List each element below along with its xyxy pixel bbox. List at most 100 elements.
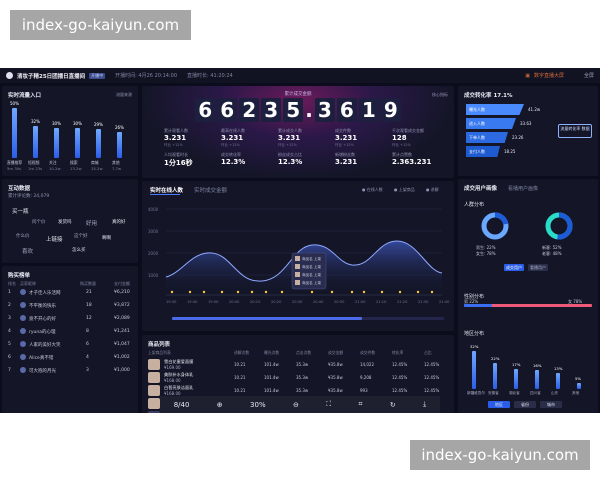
buyer-name: ryuna的心理 — [29, 330, 56, 335]
flow-bar-pct: 29% — [94, 122, 103, 127]
tab-viewer-portrait[interactable]: 看播用户画像 — [508, 186, 539, 192]
flow-more-link[interactable]: 流量来源 — [116, 92, 132, 97]
product-name[interactable]: 雪白花蜜爱面膜 — [164, 359, 194, 364]
product-header-cell: 曝光次数 — [264, 350, 280, 355]
funnel-step — [466, 146, 500, 157]
comment-word: 什么价 — [16, 234, 30, 239]
interact-panel: 互动数据 累计评论数: 24,079 买一瓶 问个价 发货吗 好用 真的好 什么价 上链接 这… — [2, 179, 138, 263]
kpi-value: 12.3% — [221, 158, 246, 166]
tooltip-thumb — [295, 280, 300, 285]
funnel-step — [466, 104, 524, 115]
funnel-step — [466, 118, 516, 129]
buy-amount: ¥2,089 — [114, 316, 130, 321]
online-panel: 实时在线人数 实时成交金额 ● 在线人数 ● 上架商品 ● 讲解 4000 300… — [142, 181, 454, 331]
kpi-label: 粉丝成交占比 — [278, 152, 302, 157]
product-cell: 993 — [360, 388, 368, 393]
region-button[interactable]: 省份 — [514, 401, 536, 408]
region-bar — [472, 350, 476, 389]
product-header-cell: 点击次数 — [296, 350, 312, 355]
live-badge: 开播中 — [89, 72, 106, 79]
kpi-label: 人均观看时长 — [164, 152, 188, 157]
right-label[interactable]: 数字直播大屏 — [533, 73, 564, 79]
comment-word: 真的好 — [112, 220, 126, 225]
rotate-icon[interactable]: ↻ — [389, 400, 396, 409]
zoom-out-icon[interactable]: ⊖ — [292, 400, 299, 409]
rank-number: 1 — [8, 290, 11, 295]
sex-bar-track — [464, 304, 592, 307]
product-cell: ¥35.8w — [328, 362, 343, 367]
product-marker — [310, 290, 314, 294]
rank-number: 2 — [8, 303, 11, 308]
fullscreen-button[interactable]: 全屏 — [583, 73, 594, 79]
donut1-label-b: 女生: 78% — [476, 251, 496, 256]
btn-viewers[interactable]: 看播用户 — [528, 264, 548, 271]
logo-icon — [6, 72, 13, 79]
gmv-digit: 3 — [314, 98, 335, 122]
product-thumb — [148, 385, 160, 396]
comment-word: 好用 — [86, 221, 98, 227]
kpi-value: 12.3% — [278, 158, 303, 166]
flow-bar-label: 短视频 — [28, 160, 40, 165]
region-bar — [514, 368, 518, 389]
flow-bar-label: 其他 — [112, 160, 120, 165]
gmv-digit: 6 — [336, 98, 357, 122]
funnel-value: 18.25 — [504, 149, 516, 154]
kpi-label: 累计观看人数 — [164, 128, 188, 133]
fit-icon[interactable]: ⛶ — [326, 400, 332, 408]
top-bar: 清妆子精25日团播日直播间 开播中 开播时间: 4月26 20:14:00 直播… — [0, 68, 600, 83]
donut2-label-a: 新客: 52% — [542, 245, 562, 250]
btn-buyers[interactable]: 成交用户 — [504, 264, 524, 271]
region-title: 地区分布 — [464, 331, 485, 337]
kpi-sub: 环比 +12% — [335, 143, 354, 147]
x-tick-label: 20:20 — [271, 300, 282, 304]
product-cell: 12.45% — [392, 388, 408, 393]
legend-explain: ● 讲解 — [426, 187, 439, 192]
download-icon[interactable]: ⤓ — [423, 400, 427, 408]
product-name[interactable]: 白皙亮肤洁面乳 — [164, 385, 194, 390]
region-button[interactable]: 城市 — [540, 401, 562, 408]
zoom-in-icon[interactable]: ⊕ — [216, 400, 223, 409]
product-cell: 12.45% — [392, 375, 408, 380]
crop-icon[interactable]: ⌗ — [358, 400, 363, 408]
product-marker — [330, 290, 334, 294]
product-header-cell: 转化率 — [392, 350, 404, 355]
conversion-detail-button[interactable]: 流量转化率 数据 — [558, 124, 592, 138]
donut-chart-2 — [545, 212, 573, 240]
gmv-digit: 6 — [195, 98, 216, 122]
avatar — [20, 289, 26, 295]
products-title: 商品列表 — [148, 342, 171, 348]
flow-bar-pct: 26% — [115, 125, 124, 130]
chart-scroll-thumb — [172, 317, 362, 320]
flow-bar — [75, 128, 80, 158]
comment-count: 累计评论数: 24,079 — [8, 194, 50, 199]
region-button[interactable]: 地区 — [488, 401, 510, 408]
kpi-label: 新增粉丝数 — [335, 152, 355, 157]
sex-title: 性别分布 — [464, 294, 485, 300]
tooltip-item: 商品名 上架 — [302, 264, 322, 269]
donut1-label-a: 男生: 22% — [476, 245, 496, 250]
product-thumb — [148, 411, 160, 413]
kpi-label: 累计点赞数 — [392, 152, 412, 157]
product-name[interactable]: 美肤补水身体乳 — [164, 372, 194, 377]
interact-title: 互动数据 — [8, 186, 31, 192]
product-cell: 35.3w — [296, 362, 309, 367]
tab-online[interactable]: 实时在线人数 — [150, 188, 184, 194]
buyer-name: 人家的美好大笑 — [29, 343, 61, 348]
product-marker — [362, 290, 366, 294]
product-cell: 9,208 — [360, 375, 372, 380]
product-thumb — [148, 372, 160, 383]
buy-amount: ¥1,241 — [114, 329, 130, 334]
tab-amount[interactable]: 实时成交金额 — [194, 188, 228, 194]
gmv-more-link[interactable]: 核心指标 — [432, 92, 448, 97]
product-price: ¥169.00 — [164, 365, 181, 370]
gmv-digit: 5 — [283, 98, 304, 122]
product-thumb — [148, 359, 160, 370]
buy-count: 3 — [86, 368, 89, 373]
rank-number: 6 — [8, 355, 11, 360]
flow-bar-pct: 30% — [52, 121, 61, 126]
tooltip-item: 商品名 上架 — [302, 280, 322, 285]
legend-online: ● 在线人数 — [362, 187, 383, 192]
kpi-sub: 环比 +12% — [278, 143, 297, 147]
gmv-digit: 1 — [358, 98, 379, 122]
region-bar-label: 其他 — [572, 391, 580, 395]
